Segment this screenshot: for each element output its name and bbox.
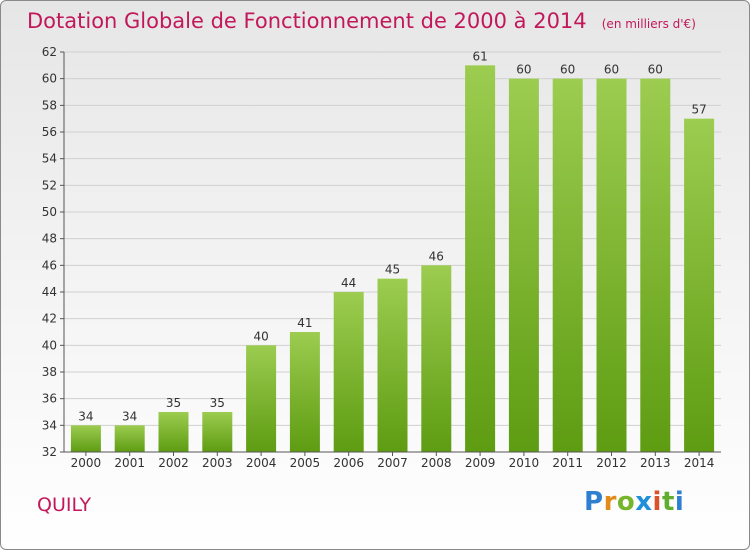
x-tick-label: 2012: [596, 456, 627, 470]
y-tick-label: 44: [42, 285, 57, 299]
bar-2013: [640, 78, 671, 453]
chart-title: Dotation Globale de Fonctionnement de 20…: [27, 9, 696, 33]
bar-2011: [552, 78, 583, 453]
data-label: 60: [516, 63, 531, 77]
x-tick-label: 2009: [465, 456, 496, 470]
data-label: 46: [429, 249, 444, 263]
chart-title-text: Dotation Globale de Fonctionnement de 20…: [27, 9, 587, 33]
bar-2009: [465, 65, 496, 452]
x-tick-label: 2006: [333, 456, 364, 470]
bar-2012: [596, 78, 627, 453]
logo-letter-i2: i: [674, 487, 685, 517]
bar-2000: [70, 425, 101, 452]
bar-2004: [246, 345, 277, 452]
bar-2002: [158, 412, 189, 452]
bar-2008: [421, 265, 452, 452]
x-tick-label: 2011: [552, 456, 583, 470]
data-label: 45: [385, 263, 400, 277]
bar-2003: [202, 412, 233, 452]
y-tick-label: 52: [42, 178, 57, 192]
y-tick-label: 54: [42, 152, 57, 166]
logo-letter-o: o: [616, 487, 636, 517]
data-label: 60: [560, 63, 575, 77]
x-tick-label: 2002: [158, 456, 189, 470]
y-tick-label: 58: [42, 98, 57, 112]
bar-2005: [289, 332, 320, 452]
bar-layer: 34 34 35 35 40 41 44 45 46 61 60 60 60 60 57: [70, 49, 715, 453]
x-tick-label: 2000: [71, 456, 102, 470]
x-tick-label: 2005: [290, 456, 321, 470]
data-label: 60: [604, 63, 619, 77]
chart-unit: (en milliers d'€): [601, 17, 696, 31]
data-label: 41: [297, 316, 312, 330]
bar-2010: [508, 78, 539, 453]
y-tick-label: 42: [42, 312, 57, 326]
data-label: 34: [78, 409, 93, 423]
y-tick-label: 36: [42, 392, 57, 406]
bar-2006: [333, 292, 364, 452]
proxiti-logo: Proxiti: [584, 487, 684, 517]
data-label: 44: [341, 276, 356, 290]
logo-letter-t: t: [661, 487, 675, 517]
city-name: QUILY: [37, 494, 92, 516]
data-label: 35: [166, 396, 181, 410]
x-tick-label: 2001: [114, 456, 145, 470]
y-tick-label: 56: [42, 125, 57, 139]
y-tick-label: 60: [42, 72, 57, 86]
bar-2007: [377, 278, 408, 452]
y-tick-label: 40: [42, 338, 57, 352]
y-tick-label: 62: [42, 45, 57, 59]
data-label: 34: [122, 409, 137, 423]
bar-2014: [684, 118, 715, 453]
axis-layer: 32 34 36 38 40 42 44 46 48 50 52 54 56 58 60 62 2000 2001…: [42, 45, 721, 470]
data-label: 40: [253, 329, 268, 343]
data-label: 61: [472, 49, 487, 63]
logo-letter-x: x: [635, 487, 653, 517]
data-label: 35: [210, 396, 225, 410]
logo-letter-r: r: [603, 487, 617, 517]
x-tick-label: 2008: [421, 456, 452, 470]
x-tick-label: 2013: [640, 456, 671, 470]
y-tick-label: 48: [42, 232, 57, 246]
y-tick-label: 38: [42, 365, 57, 379]
y-tick-label: 34: [42, 418, 57, 432]
logo-letter-p: P: [584, 487, 604, 517]
x-tick-label: 2010: [509, 456, 540, 470]
logo-letter-i: i: [652, 487, 662, 517]
x-tick-label: 2007: [377, 456, 408, 470]
y-tick-label: 46: [42, 258, 57, 272]
bar-2001: [114, 425, 145, 452]
data-label: 57: [691, 103, 706, 117]
x-tick-label: 2004: [246, 456, 277, 470]
y-tick-label: 50: [42, 205, 57, 219]
y-tick-label: 32: [42, 445, 57, 459]
x-tick-label: 2014: [684, 456, 715, 470]
data-label: 60: [648, 63, 663, 77]
x-tick-label: 2003: [202, 456, 233, 470]
